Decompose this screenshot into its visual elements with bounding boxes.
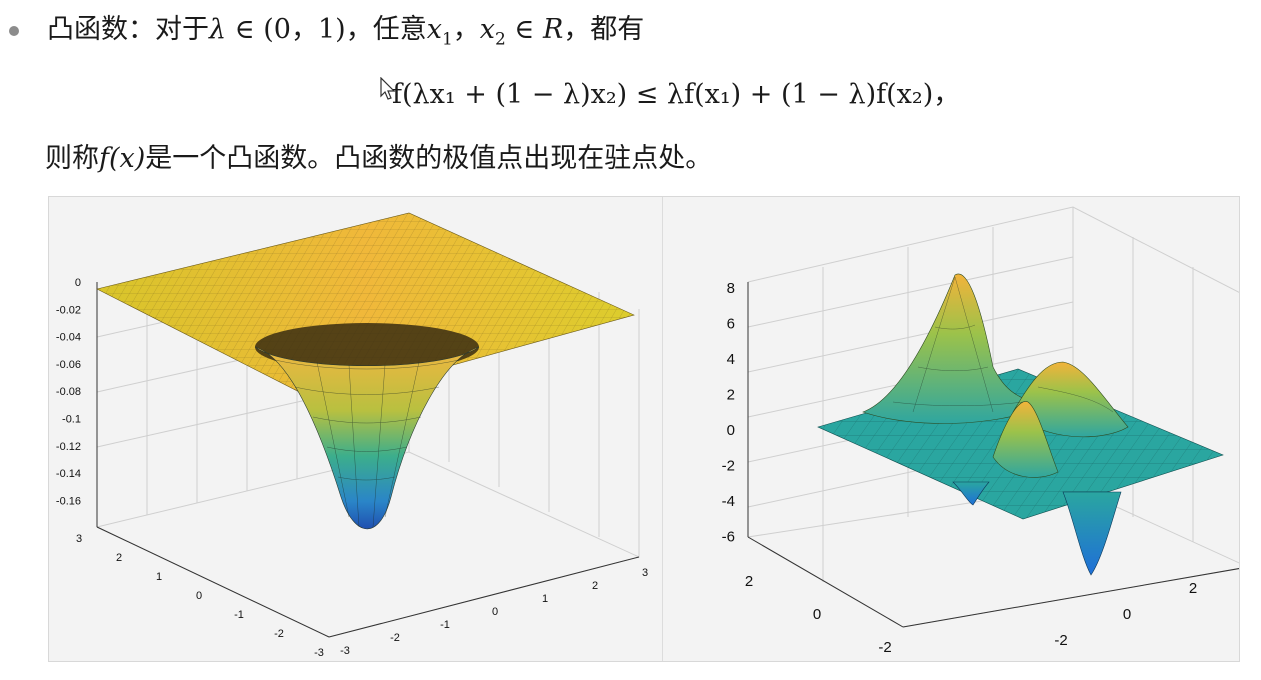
mouse-cursor-icon (380, 76, 396, 105)
z-tick-label: -0.08 (56, 386, 81, 398)
z-tick-label: -4 (722, 493, 735, 510)
x-tick-label: -1 (440, 619, 450, 631)
y-tick-label: -2 (878, 639, 891, 656)
z-tick-label: -0.04 (56, 332, 81, 344)
convex-def-intro: 凸函数：对于 (47, 14, 209, 45)
x-tick-label: -3 (340, 645, 350, 657)
x-tick-label: 1 (542, 593, 548, 605)
convex-inequality: f(λx₁ + (1 − λ)x₂) ≤ λf(x₁) + (1 − λ)f(x… (392, 79, 961, 110)
x-tick-label: 2 (1189, 580, 1197, 597)
definition-line: 凸函数：对于λ ∈ (0，1)，任意x1，x2 ∈ R，都有 (47, 10, 644, 59)
x2-symbol: x (479, 14, 495, 45)
z-tick-label: -0.16 (56, 495, 81, 507)
x-tick-label: 0 (1123, 606, 1131, 623)
y-tick-label: 1 (156, 571, 162, 583)
y-tick-label: 0 (813, 606, 821, 623)
y-tick-label: 0 (196, 590, 202, 602)
y-tick-label: 2 (116, 552, 122, 564)
left-surface-plot: 0 -0.02 -0.04 -0.06 -0.08 -0.1 -0.12 -0.14 -0.16… (49, 197, 662, 661)
x1-symbol: x (426, 14, 442, 45)
right-surface-plot: 8 6 4 2 0 -2 -4 -6 2 0 -2 -2 0 2 (663, 197, 1239, 661)
x-tick-label: 0 (492, 606, 498, 618)
x1-subscript: 1 (441, 29, 453, 50)
y-tick-label: 2 (745, 573, 753, 590)
x-tick-label: 2 (592, 580, 598, 592)
z-tick-label: 0 (75, 277, 81, 289)
z-tick-label: -0.06 (56, 359, 81, 371)
bullet-dot (9, 26, 19, 36)
conclusion-text: 是一个凸函数。凸函数的极值点出现在驻点处。 (145, 143, 713, 174)
lambda-symbol: λ (209, 14, 227, 45)
all-have-text: ，都有 (563, 14, 645, 45)
z-tick-label: 8 (727, 280, 735, 297)
z-tick-label: 6 (727, 316, 735, 333)
z-tick-label: 2 (727, 387, 735, 404)
y-tick-label: -3 (314, 647, 324, 659)
x-tick-label: -2 (390, 632, 400, 644)
z-tick-label: -2 (722, 458, 735, 475)
x2-subscript: 2 (495, 29, 506, 50)
y-tick-label: -2 (274, 628, 284, 640)
z-tick-label: -0.12 (56, 441, 81, 453)
y-tick-label: -1 (234, 609, 244, 621)
y-tick-label: 3 (76, 533, 82, 545)
z-tick-label: 4 (727, 351, 735, 368)
z-tick-label: -0.14 (56, 468, 81, 480)
then-text: 则称 (45, 143, 99, 174)
z-tick-label: 0 (727, 422, 735, 439)
z-tick-label: -0.02 (56, 304, 81, 316)
conclusion-line: 则称f(x)是一个凸函数。凸函数的极值点出现在驻点处。 (45, 139, 712, 179)
any-text: 任意 (372, 14, 427, 45)
in-r-text: ∈ R (505, 14, 564, 45)
fx-symbol: f(x) (99, 143, 146, 174)
figure-panel: 0 -0.02 -0.04 -0.06 -0.08 -0.1 -0.12 -0.14 -0.16… (48, 196, 1240, 662)
comma-text: ， (452, 14, 480, 45)
interval-text: ∈ (0，1)， (226, 14, 373, 45)
x-tick-label: 3 (642, 567, 648, 579)
z-tick-label: -0.1 (62, 414, 81, 426)
z-tick-label: -6 (722, 529, 735, 546)
x-tick-label: -2 (1054, 632, 1067, 649)
panel-divider (662, 197, 663, 661)
